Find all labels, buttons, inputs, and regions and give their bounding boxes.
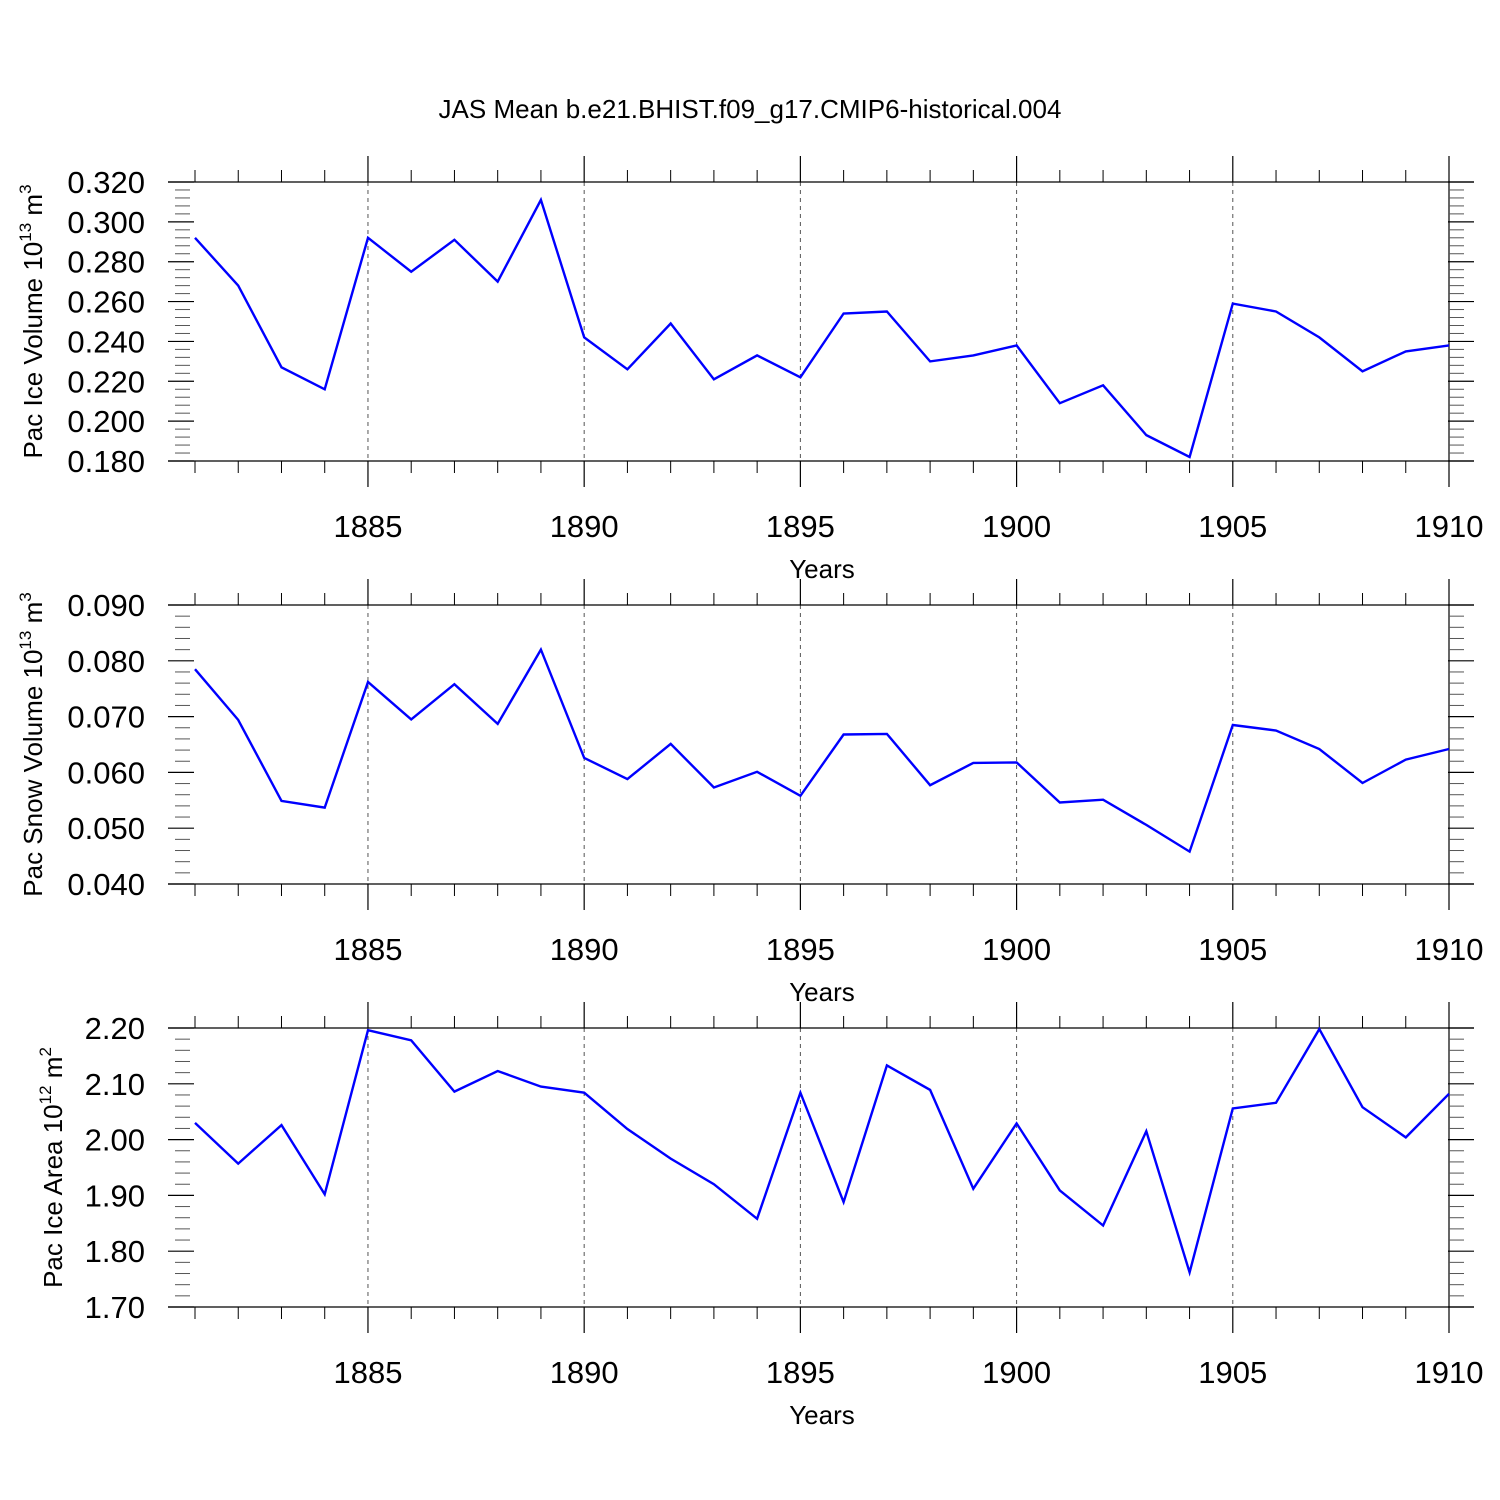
x-tick-label: 1910 xyxy=(1415,932,1484,967)
y-tick-label: 0.080 xyxy=(67,644,145,679)
x-tick-label: 1895 xyxy=(766,932,835,967)
y-tick-label: 2.00 xyxy=(85,1123,145,1158)
series-line xyxy=(194,196,1450,459)
x-tick-label: 1900 xyxy=(982,932,1051,967)
x-tick-label: 1890 xyxy=(550,1355,619,1390)
y-axis-label: Pac Ice Area 1012 m2 xyxy=(36,1047,68,1288)
y-tick-label: 0.320 xyxy=(67,165,145,200)
y-tick-label: 0.050 xyxy=(67,811,145,846)
x-tick-label: 1910 xyxy=(1415,509,1484,544)
x-axis-label: Years xyxy=(789,554,855,584)
y-tick-label: 0.200 xyxy=(67,404,145,439)
y-tick-label: 0.240 xyxy=(67,324,145,359)
y-tick-label: 1.90 xyxy=(85,1178,145,1213)
chart-panel-2: 0.040 0.050 0.060 0.070 0.080 0.090 1885 1890 18… xyxy=(16,579,1483,1007)
figure-title: JAS Mean b.e21.BHIST.f09_g17.CMIP6-histo… xyxy=(439,94,1062,124)
y-tick-label: 2.10 xyxy=(85,1067,145,1102)
y-tick-label: 0.280 xyxy=(67,245,145,280)
x-tick-label: 1905 xyxy=(1198,509,1267,544)
y-tick-label: 0.220 xyxy=(67,364,145,399)
series-line xyxy=(194,1026,1450,1277)
y-tick-label: 0.060 xyxy=(67,755,145,790)
y-tick-label: 1.80 xyxy=(85,1234,145,1269)
x-tick-label: 1885 xyxy=(333,1355,402,1390)
x-tick-label: 1895 xyxy=(766,509,835,544)
panels: 0.180 0.200 0.220 0.240 0.260 0.280 0.300 0.320… xyxy=(16,156,1483,1430)
y-tick-label: 0.090 xyxy=(67,588,145,623)
y-axis-label: Pac Snow Volume 1013 m3 xyxy=(16,592,48,896)
x-axis-label: Years xyxy=(789,977,855,1007)
y-tick-label: 2.20 xyxy=(85,1011,145,1046)
y-tick-label: 1.70 xyxy=(85,1290,145,1325)
x-tick-label: 1890 xyxy=(550,509,619,544)
x-tick-label: 1900 xyxy=(982,1355,1051,1390)
y-tick-label: 0.040 xyxy=(67,867,145,902)
x-tick-label: 1905 xyxy=(1198,1355,1267,1390)
chart-panel-1: 0.180 0.200 0.220 0.240 0.260 0.280 0.300 0.320… xyxy=(16,156,1483,584)
x-tick-label: 1890 xyxy=(550,932,619,967)
x-tick-label: 1910 xyxy=(1415,1355,1484,1390)
x-tick-label: 1885 xyxy=(333,932,402,967)
x-tick-label: 1895 xyxy=(766,1355,835,1390)
y-tick-label: 0.070 xyxy=(67,700,145,735)
y-tick-label: 0.260 xyxy=(67,285,145,320)
x-tick-label: 1905 xyxy=(1198,932,1267,967)
y-tick-label: 0.300 xyxy=(67,205,145,240)
chart-panel-3: 1.70 1.80 1.90 2.00 2.10 2.20 1885 1890 1895 1900… xyxy=(36,1002,1483,1430)
series-line xyxy=(194,646,1450,854)
y-axis-label: Pac Ice Volume 1013 m3 xyxy=(16,184,48,458)
x-axis-label: Years xyxy=(789,1400,855,1430)
y-tick-label: 0.180 xyxy=(67,444,145,479)
x-tick-label: 1900 xyxy=(982,509,1051,544)
x-tick-label: 1885 xyxy=(333,509,402,544)
